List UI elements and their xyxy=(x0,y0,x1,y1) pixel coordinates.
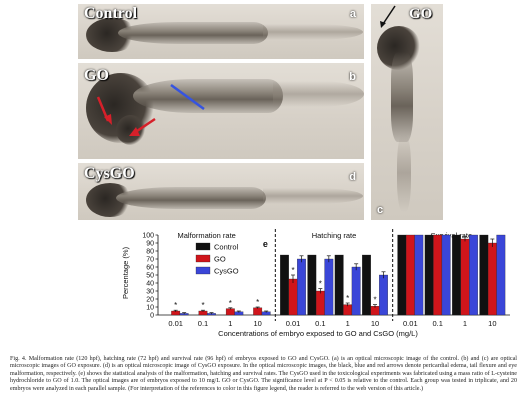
embryo-body xyxy=(118,22,268,44)
x-tick-label: 10 xyxy=(488,319,496,328)
legend-swatch-go xyxy=(195,254,211,263)
embryo-tail xyxy=(263,188,363,204)
legend-label: GO xyxy=(214,255,226,264)
bar-cysgo xyxy=(324,258,334,316)
bar-cysgo xyxy=(441,234,451,316)
annotation-arrows xyxy=(96,83,205,136)
bar-go xyxy=(225,308,235,316)
panel-e-letter: e xyxy=(263,239,268,249)
group-title: Hatching rate xyxy=(312,231,357,240)
embryo-body xyxy=(133,79,283,113)
embryo-eye xyxy=(116,115,146,145)
significance-star: * xyxy=(229,299,232,308)
bar-go xyxy=(433,234,443,316)
y-tick-label: 70 xyxy=(146,257,154,264)
y-tick-label: 30 xyxy=(146,289,154,296)
bar-go xyxy=(253,307,263,316)
significance-star: * xyxy=(291,266,294,275)
group-title: Survival rate xyxy=(430,231,472,240)
bar-cysgo xyxy=(414,234,424,316)
bar-go xyxy=(405,234,415,316)
figure-caption: Fig. 4. Malformation rate (120 hpf), hat… xyxy=(10,356,517,392)
panel-b-letter: b xyxy=(349,71,356,83)
y-tick-label: 10 xyxy=(146,305,154,312)
panel-b-go-image: GO b xyxy=(78,63,364,159)
significance-star: * xyxy=(201,301,204,310)
x-tick-label: 0.01 xyxy=(286,319,301,328)
black-arrow-pericardial-edema xyxy=(382,5,396,25)
panel-d-letter: d xyxy=(349,171,356,183)
bar-control xyxy=(280,254,289,316)
group-title: Malformation rate xyxy=(177,231,235,240)
y-tick-label: 0 xyxy=(150,313,154,320)
panel-a-letter: a xyxy=(349,8,356,20)
bar-control xyxy=(307,254,317,316)
y-tick-label: 100 xyxy=(142,233,154,240)
x-tick-label: 0.1 xyxy=(432,319,442,328)
annotation-arrows xyxy=(380,5,396,28)
red-arrowhead xyxy=(104,114,112,125)
embryo-tail xyxy=(397,134,411,212)
embryo-tail xyxy=(273,81,364,107)
bar-control xyxy=(479,234,489,316)
bar-go xyxy=(288,278,298,316)
bar-cysgo xyxy=(297,258,306,316)
significance-star: * xyxy=(174,301,177,310)
x-tick-label: 0.01 xyxy=(168,319,183,328)
x-tick-label: 0.1 xyxy=(198,319,208,328)
x-tick-label: 0.1 xyxy=(315,319,325,328)
panel-d-cysgo-image: CysGO d xyxy=(78,163,364,220)
bar-control xyxy=(362,254,371,316)
significance-star: * xyxy=(256,298,259,307)
bar-go xyxy=(315,290,325,316)
panel-a-label: Control xyxy=(84,5,138,22)
blue-arrow-tail-flexure xyxy=(170,83,205,111)
y-tick-label: 60 xyxy=(146,265,154,272)
significance-star: * xyxy=(319,280,322,289)
embryo-body xyxy=(116,187,266,209)
black-arrowhead xyxy=(380,21,386,28)
bar-control xyxy=(397,234,407,316)
red-arrowhead-2 xyxy=(129,127,140,136)
x-tick-label: 1 xyxy=(463,319,467,328)
panel-c-label: GO xyxy=(409,6,433,22)
significance-star: * xyxy=(373,296,376,305)
bar-cysgo xyxy=(351,266,361,316)
y-tick-label: 90 xyxy=(146,241,154,248)
x-tick-label: 1 xyxy=(228,319,232,328)
x-tick-label: 10 xyxy=(253,319,261,328)
bar-go xyxy=(487,242,497,316)
legend-label: CysGO xyxy=(214,267,239,276)
embryo-body xyxy=(391,52,413,142)
embryo-tail xyxy=(263,24,363,40)
y-tick-label: 50 xyxy=(146,273,154,280)
significance-star: * xyxy=(346,294,349,303)
y-tick-label: 20 xyxy=(146,297,154,304)
y-tick-label: 80 xyxy=(146,249,154,256)
x-tick-label: 1 xyxy=(346,319,350,328)
legend-swatch-control xyxy=(195,242,211,251)
bar-cysgo xyxy=(379,274,388,316)
panel-c-go-image: GO c xyxy=(371,4,443,220)
legend-label: Control xyxy=(214,243,239,252)
bar-cysgo xyxy=(469,234,478,316)
panel-d-label: CysGO xyxy=(84,165,135,182)
y-tick-label: 40 xyxy=(146,281,154,288)
bar-control xyxy=(452,234,461,316)
x-tick-label: 10 xyxy=(371,319,379,328)
x-axis-label: Concentrations of embryo exposed to GO a… xyxy=(218,329,418,338)
panel-a-control-image: Control a xyxy=(78,4,364,59)
bar-control xyxy=(424,234,434,316)
bar-go xyxy=(460,238,470,316)
panel-b-label: GO xyxy=(84,67,109,84)
y-axis-label: Percentage (%) xyxy=(121,246,130,299)
x-tick-label: 0.01 xyxy=(403,319,418,328)
legend-swatch-cysgo xyxy=(195,266,211,275)
panel-c-letter: c xyxy=(377,204,384,216)
bar-control xyxy=(334,254,344,316)
bar-cysgo xyxy=(496,234,506,316)
